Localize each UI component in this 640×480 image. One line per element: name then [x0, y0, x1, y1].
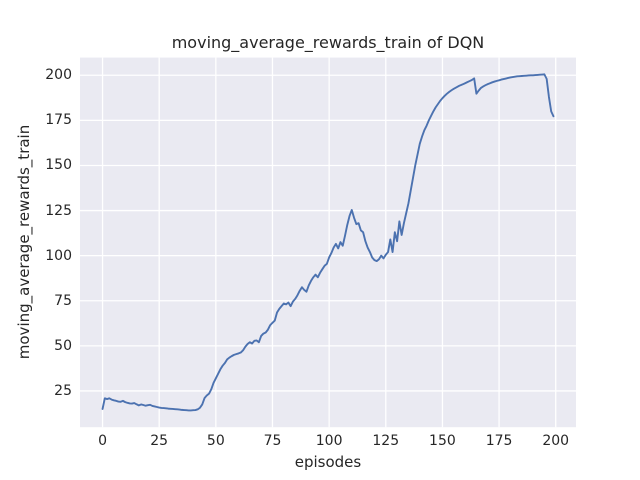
plot-area: [80, 57, 576, 428]
y-tick-label: 100: [45, 247, 72, 264]
x-tick-label: 75: [263, 433, 282, 449]
y-tick-label: 150: [45, 157, 72, 174]
x-tick-label: 25: [150, 433, 169, 449]
x-tick-label: 100: [315, 433, 343, 449]
x-tick-label: 200: [542, 433, 570, 449]
y-tick-label: 50: [54, 337, 72, 354]
x-axis-label: episodes: [294, 453, 362, 471]
x-tick-label: 125: [372, 433, 400, 449]
chart-title: moving_average_rewards_train of DQN: [171, 33, 485, 52]
y-axis-label: moving_average_rewards_train: [15, 124, 33, 360]
x-tick-label: 150: [429, 433, 456, 449]
y-tick-label: 25: [54, 382, 72, 399]
y-tick-label: 200: [45, 67, 72, 84]
x-tick-label: 50: [206, 433, 225, 449]
series-line-dqn: [101, 73, 555, 412]
x-tick-label: 0: [98, 433, 107, 449]
x-tick-label: 175: [485, 433, 513, 449]
grid: [80, 57, 576, 428]
y-tick-label: 75: [54, 292, 72, 309]
y-tick-label: 175: [45, 112, 72, 129]
y-tick-label: 125: [45, 202, 72, 219]
